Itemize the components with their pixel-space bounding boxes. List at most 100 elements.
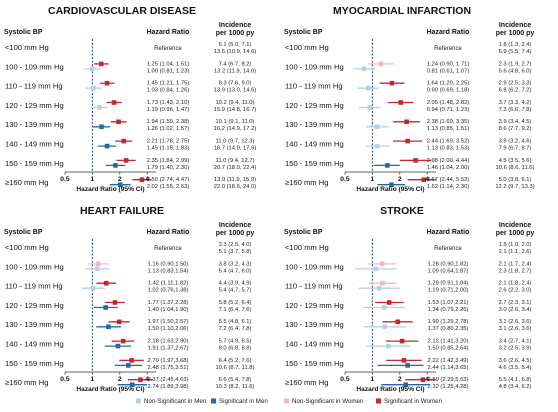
hr-value-men: 1.91 (1.37,2.67) — [148, 346, 189, 352]
incidence-men: 7.9 (6.7, 8.7) — [499, 146, 532, 152]
incidence-women: 10.2 (9.4, 11.0) — [216, 100, 255, 106]
legend-label: Non-Significant in Men — [144, 398, 207, 405]
row-label: 120 - 129 mm Hg — [285, 101, 344, 110]
incidence-women: 2.1 (1.8, 2.4) — [499, 281, 532, 287]
men-point — [361, 66, 367, 72]
women-point — [95, 261, 101, 267]
x-tick-label: 2 — [118, 176, 122, 183]
women-point — [103, 280, 109, 286]
x-axis-label: Hazard Ratio (95% CI) — [76, 186, 144, 193]
hr-value: Reference — [154, 46, 182, 52]
women-point — [123, 158, 129, 163]
hr-value-women: 1.28 (0.90,1.82) — [428, 261, 469, 267]
incidence-women: 2.3 (1.9, 2.7) — [499, 61, 532, 67]
men-point — [374, 124, 380, 130]
hr-value-men: 1.45 (1.15, 1.83) — [147, 146, 190, 152]
hr-value-women: 1.53 (1.07,2.21) — [428, 300, 469, 306]
legend-label: Significant in Women — [384, 398, 443, 405]
men-point — [96, 105, 102, 110]
row-label: 100 - 109 mm Hg — [285, 62, 344, 71]
row-label: 110 - 119 mm Hg — [285, 282, 343, 291]
row-label: 130 - 139 mm Hg — [285, 120, 344, 129]
row-label: <100 mm Hg — [285, 43, 329, 52]
men-point — [106, 324, 111, 330]
women-point — [405, 138, 410, 144]
hr-value-women: 3.59 (2.29,5.63) — [428, 377, 469, 383]
header-incidence: Incidence per 1000 py — [216, 22, 255, 37]
incidence-men: 13.9 (13.0, 14.6) — [214, 88, 257, 94]
incidence-men: 2.3 (1.8, 2.7) — [499, 268, 532, 274]
legend-label: Significant in Men — [219, 398, 268, 405]
women-point — [386, 300, 392, 305]
row-label: 150 - 159 mm Hg — [285, 159, 344, 168]
row-label: 110 - 119 mm Hg — [5, 282, 63, 291]
incidence-men: 3.1 (2.6, 3.6) — [499, 326, 532, 332]
x-tick-label: 2 — [118, 376, 122, 383]
hr-value-men: 2.48 (1.75,3.51) — [148, 365, 189, 371]
header-hazard-ratio: Hazard Ratio — [427, 229, 470, 236]
hr-value-men: 1.37 (0.80,2.35) — [428, 326, 469, 332]
women-point — [389, 80, 395, 86]
women-point — [139, 177, 145, 182]
incidence-women: 1.5 (1.0, 2.0) — [499, 242, 532, 248]
row-label: 100 - 109 mm Hg — [285, 262, 344, 271]
hr-value-men: 1.40 (1.04,1.90) — [148, 307, 189, 313]
incidence-women: 2.9 (2.5, 3.3) — [499, 81, 532, 87]
hr-value-women: 2.21 (1.78, 2.75) — [147, 139, 190, 145]
women-point — [98, 61, 104, 67]
row-label: 140 - 149 mm Hg — [5, 140, 64, 149]
men-point — [103, 305, 108, 310]
hr-value-men: 1.50 (0.85,2.64) — [428, 346, 469, 352]
hr-value-women: 2.98 (2.00, 4.44) — [427, 158, 470, 164]
incidence-men: 5.1 (3.7, 5.8) — [219, 249, 252, 255]
hr-value-men: 1.34 (0.79,2.26) — [428, 307, 469, 313]
forest-panel: CARDIOVASCULAR DISEASE Systolic BP Hazard … — [4, 5, 256, 193]
hr-value-men: 2.02 (1.55, 2.63) — [147, 184, 190, 190]
legend-swatch — [376, 398, 381, 404]
men-point — [367, 105, 373, 110]
hr-value-women: 1.94 (1.59, 2.38) — [147, 119, 190, 125]
men-point — [389, 182, 394, 187]
hr-value-men: 1.62 (1.14, 2.30) — [427, 184, 470, 190]
legend-swatch — [284, 398, 289, 404]
hr-value-men: 1.13 (0.83,1.54) — [148, 268, 189, 274]
incidence-men: 8.6 (7.7, 9.2) — [499, 126, 532, 132]
hr-value-men: 1.79 (1.40, 2.30) — [147, 165, 190, 171]
hr-value-men: 1.03 (0.84, 1.26) — [147, 88, 190, 94]
men-point — [91, 85, 96, 91]
hr-value-men: 1.26 (1.02, 1.57) — [147, 126, 190, 132]
hr-value-women: 2.18 (1.63,2.90) — [148, 339, 189, 345]
incidence-men: 4.8 (3.4, 6.2) — [499, 384, 532, 390]
women-point — [129, 358, 134, 363]
incidence-women: 5.7 (4.9, 6.5) — [219, 339, 252, 345]
hr-value-men: 1.00 (0.81, 1.23) — [147, 68, 190, 74]
hr-value-women: 2.22 (1.42,3.49) — [428, 358, 469, 364]
x-tick-label: 0.5 — [60, 176, 70, 183]
women-point — [116, 119, 121, 125]
women-point — [112, 300, 118, 305]
incidence-men: 2.6 (2.2, 3.0) — [499, 288, 532, 294]
header-systolic-bp: Systolic BP — [284, 29, 323, 36]
incidence-women: 5.0 (3.8, 6.1) — [499, 177, 532, 183]
header-systolic-bp: Systolic BP — [4, 229, 43, 236]
row-label: 150 - 159 mm Hg — [5, 159, 64, 168]
x-tick-label: 4 — [425, 176, 429, 183]
hr-value-women: 1.97 (1.50,2.57) — [148, 319, 189, 325]
men-point — [129, 382, 135, 387]
men-point — [125, 363, 131, 368]
incidence-men: 6.8 (6.2, 7.2) — [499, 88, 532, 94]
men-point — [113, 163, 118, 168]
women-point — [379, 261, 385, 267]
men-point — [374, 143, 380, 149]
hr-value-men: 2.32 (1.25,4.28) — [428, 384, 469, 390]
hr-value-women: 2.35 (1.84, 2.99) — [147, 158, 190, 164]
incidence-women: 3.9 (3.2, 4.6) — [499, 139, 532, 145]
forest-panel: HEART FAILURE Systolic BP Hazard Ratio Inci… — [4, 205, 255, 393]
row-label: 130 - 139 mm Hg — [5, 320, 64, 329]
x-tick-label: 4 — [425, 376, 429, 383]
row-label: 150 - 159 mm Hg — [5, 359, 64, 368]
header-hazard-ratio: Hazard Ratio — [147, 29, 190, 36]
incidence-men: 13.2 (11.9, 14.0) — [214, 68, 256, 74]
incidence-women: 6.1 (5.0, 7.1) — [219, 42, 252, 48]
header-hazard-ratio: Hazard Ratio — [147, 229, 190, 236]
